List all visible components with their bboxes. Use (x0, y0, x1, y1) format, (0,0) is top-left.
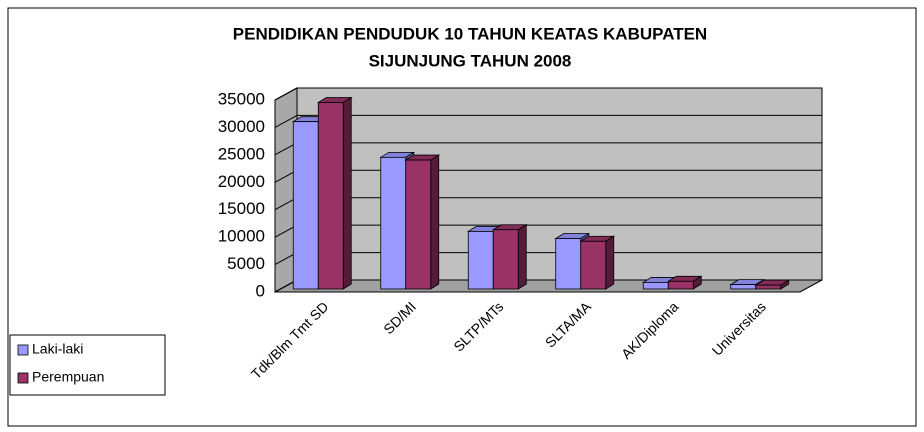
grid-line (274, 87, 298, 101)
bar (492, 229, 519, 290)
y-tick-label: 10000 (218, 227, 265, 246)
chart-title: PENDIDIKAN PENDUDUK 10 TAHUN KEATAS KABU… (233, 24, 707, 43)
y-tick-label: 0 (256, 281, 265, 300)
bar (292, 121, 319, 290)
bar (667, 280, 694, 290)
y-tick-label: 15000 (218, 199, 265, 218)
bar (642, 282, 669, 290)
bar (755, 284, 782, 290)
chart-title: SIJUNJUNG TAHUN 2008 (369, 51, 572, 70)
y-tick-label: 30000 (218, 117, 265, 136)
bar-side (605, 235, 615, 290)
bar-side (342, 96, 352, 290)
y-tick-label: 20000 (218, 172, 265, 191)
legend (9, 334, 166, 396)
bar-side (430, 154, 440, 290)
bar (317, 102, 344, 290)
legend-swatch (17, 372, 29, 384)
bar (580, 240, 607, 290)
y-tick-label: 5000 (227, 254, 265, 273)
legend-label: Laki-laki (32, 341, 83, 357)
y-tick-label: 25000 (218, 144, 265, 163)
y-tick-label: 35000 (218, 89, 265, 108)
grid-line (274, 114, 298, 128)
bar (467, 230, 494, 290)
legend-label: Perempuan (32, 369, 104, 385)
bar (730, 284, 757, 290)
legend-swatch (17, 344, 29, 356)
bar (405, 159, 432, 290)
bar (555, 238, 582, 290)
bar-side (517, 224, 527, 290)
bar (380, 156, 407, 290)
